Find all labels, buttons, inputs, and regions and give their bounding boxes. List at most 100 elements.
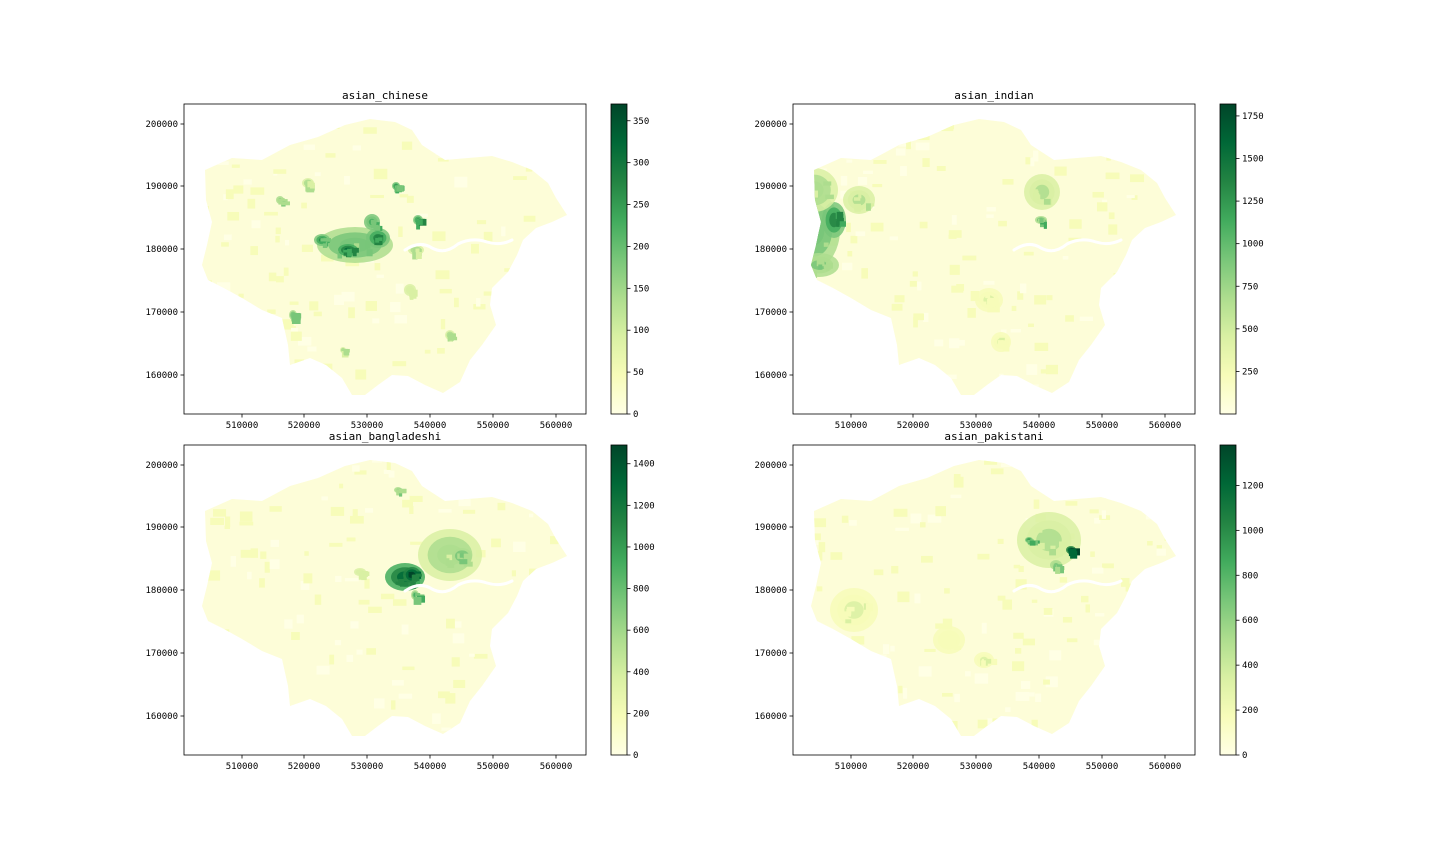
y-tick-label: 200000 bbox=[145, 120, 178, 130]
area-patch bbox=[1030, 157, 1035, 167]
area-patch bbox=[223, 194, 228, 201]
area-patch bbox=[401, 141, 413, 150]
panel-title: asian_bangladeshi bbox=[329, 430, 442, 443]
area-patch bbox=[1068, 548, 1077, 555]
area-patch bbox=[915, 142, 930, 151]
area-patch bbox=[997, 340, 1004, 347]
colorbar-tick-label: 1750 bbox=[1242, 112, 1264, 122]
area-patch bbox=[240, 549, 255, 558]
area-patch bbox=[1126, 195, 1135, 199]
area-patch bbox=[217, 161, 229, 165]
area-patch bbox=[1031, 719, 1038, 729]
colorbar-tick-label: 600 bbox=[1242, 616, 1258, 626]
area-patch bbox=[293, 312, 301, 318]
panel-title: asian_chinese bbox=[342, 89, 428, 102]
area-patch bbox=[1043, 607, 1053, 615]
area-patch bbox=[392, 599, 407, 606]
y-tick-label: 180000 bbox=[145, 586, 178, 596]
area-patch bbox=[1090, 551, 1095, 557]
area-patch bbox=[1156, 548, 1166, 556]
area-patch bbox=[942, 692, 953, 697]
area-patch bbox=[1005, 707, 1011, 713]
area-patch bbox=[446, 554, 453, 561]
area-patch bbox=[949, 264, 960, 275]
area-patch bbox=[432, 231, 446, 242]
area-patch bbox=[919, 522, 926, 528]
area-patch bbox=[469, 653, 475, 657]
area-patch bbox=[321, 496, 328, 501]
area-patch bbox=[406, 195, 414, 203]
area-patch bbox=[416, 221, 421, 230]
area-patch bbox=[1070, 551, 1078, 559]
area-patch bbox=[329, 542, 343, 547]
area-patch bbox=[260, 551, 267, 559]
y-tick-label: 170000 bbox=[754, 308, 787, 318]
area-patch bbox=[309, 301, 319, 311]
area-patch bbox=[898, 143, 912, 147]
area-patch bbox=[316, 665, 330, 675]
colorbar-tick-label: 800 bbox=[633, 585, 649, 595]
area-patch bbox=[861, 268, 869, 279]
area-patch bbox=[463, 553, 470, 559]
area-patch bbox=[1025, 157, 1032, 165]
area-patch bbox=[337, 252, 343, 259]
area-patch bbox=[250, 548, 259, 558]
area-patch bbox=[291, 316, 301, 324]
area-patch bbox=[361, 573, 367, 581]
area-patch bbox=[1012, 661, 1025, 672]
x-tick-label: 510000 bbox=[226, 421, 259, 431]
area-patch bbox=[239, 521, 254, 526]
area-patch bbox=[304, 551, 309, 556]
colorbar-tick-label: 1000 bbox=[633, 543, 655, 553]
x-tick-label: 550000 bbox=[1086, 421, 1119, 431]
y-tick-label: 200000 bbox=[145, 461, 178, 471]
area-patch bbox=[863, 170, 873, 175]
area-patch bbox=[291, 632, 300, 640]
area-patch bbox=[1034, 295, 1047, 305]
area-patch bbox=[922, 158, 930, 167]
area-patch bbox=[224, 516, 231, 527]
area-patch bbox=[374, 263, 381, 271]
area-patch bbox=[854, 205, 863, 211]
area-patch bbox=[373, 168, 388, 180]
area-patch bbox=[1056, 564, 1063, 568]
area-patch bbox=[303, 573, 313, 584]
area-patch bbox=[841, 262, 853, 271]
area-patch bbox=[949, 636, 957, 645]
x-tick-label: 530000 bbox=[960, 421, 993, 431]
area-patch bbox=[398, 693, 413, 699]
x-tick-label: 540000 bbox=[414, 421, 447, 431]
area-patch bbox=[350, 621, 359, 629]
area-patch bbox=[343, 249, 350, 256]
area-patch bbox=[853, 197, 861, 201]
area-patch bbox=[841, 515, 849, 523]
area-patch bbox=[366, 249, 373, 257]
area-patch bbox=[462, 509, 476, 514]
area-patch bbox=[816, 586, 823, 592]
area-patch bbox=[909, 280, 917, 287]
area-patch bbox=[1013, 564, 1021, 569]
area-patch bbox=[227, 211, 240, 221]
area-patch bbox=[863, 603, 868, 610]
area-patch bbox=[1001, 340, 1007, 347]
area-patch bbox=[344, 350, 350, 356]
area-patch bbox=[1050, 545, 1056, 550]
colorbar bbox=[1219, 444, 1237, 756]
colorbar-tick-label: 0 bbox=[633, 410, 638, 420]
area-patch bbox=[355, 369, 367, 380]
area-patch bbox=[1043, 221, 1047, 229]
area-patch bbox=[399, 194, 409, 198]
area-patch bbox=[1002, 178, 1014, 185]
area-patch bbox=[483, 291, 498, 296]
area-patch bbox=[997, 595, 1006, 601]
area-patch bbox=[415, 219, 423, 225]
area-patch bbox=[935, 623, 944, 629]
area-patch bbox=[990, 468, 1004, 475]
y-tick-label: 190000 bbox=[145, 182, 178, 192]
area-patch bbox=[314, 594, 322, 605]
area-patch bbox=[983, 658, 992, 664]
colorbar-tick-label: 600 bbox=[633, 626, 649, 636]
area-patch bbox=[353, 243, 360, 250]
area-patch bbox=[250, 246, 259, 256]
area-patch bbox=[349, 515, 364, 524]
